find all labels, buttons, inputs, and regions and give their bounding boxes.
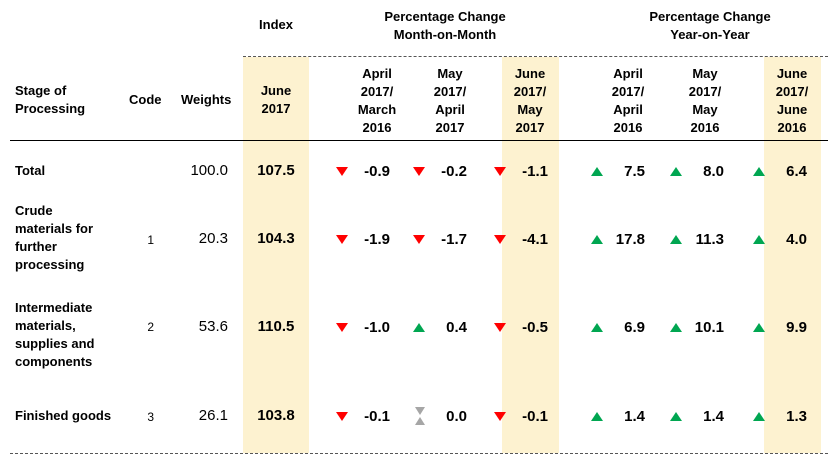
row-weight: 100.0	[190, 162, 228, 179]
down-arrow-icon	[494, 411, 506, 421]
yoy-cell: 4.0	[727, 229, 807, 249]
mom-cell: -4.1	[468, 229, 548, 249]
row-stage: Total	[15, 163, 46, 178]
col-mom-1: May 2017/ April 2017	[433, 66, 467, 135]
yoy-cell: 6.4	[727, 161, 807, 181]
yoy-cell: 17.8	[565, 229, 645, 249]
down-arrow-icon	[336, 411, 348, 421]
footer-rule	[10, 453, 828, 454]
down-arrow-icon	[413, 234, 425, 244]
col-yoy-0: April 2017/ April 2016	[611, 66, 645, 135]
col-weights: Weights	[181, 92, 232, 107]
down-arrow-icon	[494, 166, 506, 176]
row-index: 104.3	[257, 230, 295, 247]
yoy-cell: 6.9	[565, 317, 645, 337]
yoy-cell: 1.4	[565, 406, 645, 426]
yoy-cell: 9.9	[727, 317, 807, 337]
yoy-cell: 1.4	[644, 406, 724, 426]
up-arrow-icon	[591, 411, 603, 421]
row-index: 103.8	[257, 407, 295, 424]
col-stage: Stage of Processing	[15, 83, 86, 116]
col-mom-0: April 2017/ March 2016	[357, 66, 397, 135]
down-arrow-icon	[494, 234, 506, 244]
col-code: Code	[129, 92, 162, 107]
yoy-cell: 10.1	[644, 317, 724, 337]
row-stage: Finished goods	[15, 408, 112, 423]
up-arrow-icon	[591, 166, 603, 176]
mom-cell: 0.4	[387, 317, 467, 337]
col-yoy-2: June 2017/ June 2016	[775, 66, 809, 135]
col-yoy-1: May 2017/ May 2016	[688, 66, 722, 135]
mom-cell: -1.0	[310, 317, 390, 337]
row-code: 3	[147, 410, 154, 424]
header-index: Index	[259, 17, 293, 32]
mom-cell: -1.9	[310, 229, 390, 249]
header-rule	[10, 140, 828, 141]
up-arrow-icon	[670, 322, 682, 332]
yoy-cell: 8.0	[644, 161, 724, 181]
header-mom: Percentage Change Month-on-Month	[384, 9, 506, 42]
mom-cell: -0.1	[468, 406, 548, 426]
mom-cell: -0.1	[310, 406, 390, 426]
down-arrow-icon	[413, 166, 425, 176]
mom-cell: -0.2	[387, 161, 467, 181]
up-arrow-icon	[591, 322, 603, 332]
index-col-highlight	[243, 57, 309, 453]
down-arrow-icon	[336, 234, 348, 244]
row-index: 107.5	[257, 162, 295, 179]
yoy-cell: 11.3	[644, 229, 724, 249]
up-arrow-icon	[670, 411, 682, 421]
row-weight: 20.3	[198, 230, 228, 247]
row-weight: 53.6	[198, 318, 228, 335]
mom-cell: -1.1	[468, 161, 548, 181]
row-stage: Intermediate materials, supplies and com…	[15, 300, 95, 369]
row-code: 2	[147, 320, 154, 334]
row-code: 1	[147, 233, 154, 247]
header-divider	[243, 56, 828, 57]
row-stage: Crude materials for further processing	[15, 203, 94, 272]
yoy-cell: 1.3	[727, 406, 807, 426]
up-arrow-icon	[753, 411, 765, 421]
yoy-june-highlight	[764, 57, 821, 453]
mom-cell: 0.0	[387, 406, 467, 426]
yoy-cell: 7.5	[565, 161, 645, 181]
mom-cell: -1.7	[387, 229, 467, 249]
up-arrow-icon	[753, 322, 765, 332]
no-change-icon	[415, 407, 425, 425]
down-arrow-icon	[336, 166, 348, 176]
up-arrow-icon	[413, 322, 425, 332]
up-arrow-icon	[670, 234, 682, 244]
col-index-june: June 2017	[260, 83, 292, 116]
col-mom-2: June 2017/ May 2017	[513, 66, 547, 135]
up-arrow-icon	[591, 234, 603, 244]
up-arrow-icon	[670, 166, 682, 176]
row-weight: 26.1	[198, 407, 228, 424]
up-arrow-icon	[753, 166, 765, 176]
mom-cell: -0.9	[310, 161, 390, 181]
header-yoy: Percentage Change Year-on-Year	[649, 9, 771, 42]
row-index: 110.5	[257, 318, 295, 335]
up-arrow-icon	[753, 234, 765, 244]
down-arrow-icon	[336, 322, 348, 332]
mom-cell: -0.5	[468, 317, 548, 337]
down-arrow-icon	[494, 322, 506, 332]
mom-june-highlight	[502, 57, 559, 453]
